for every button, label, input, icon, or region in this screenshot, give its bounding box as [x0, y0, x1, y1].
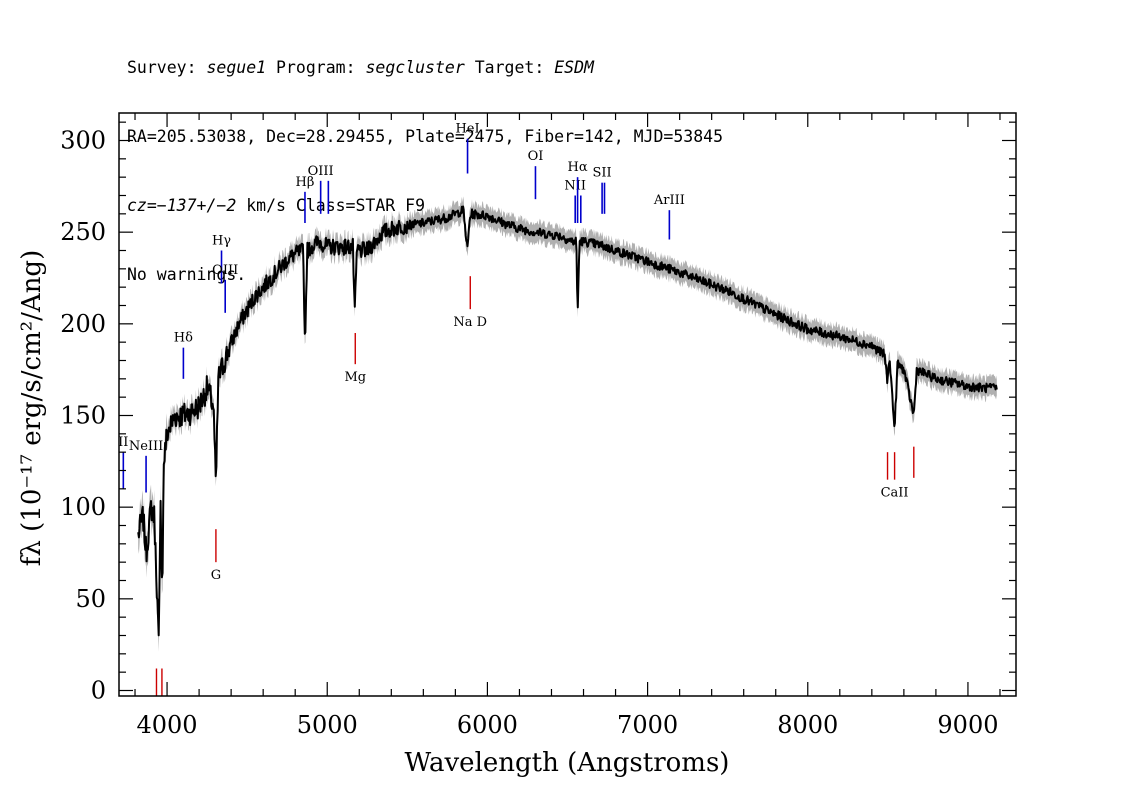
emission-line-label: HeI	[455, 122, 479, 137]
spectrum-layer	[137, 196, 998, 652]
emission-line-label: NII	[564, 179, 586, 194]
emission-line-label: NeIII	[129, 439, 163, 454]
absorption-line-label: CaII	[881, 486, 909, 501]
survey-label: Survey:	[127, 58, 197, 77]
header-line-1: Survey: segue1 Program: segcluster Targe…	[127, 56, 723, 79]
x-tick-label: 6000	[457, 711, 518, 739]
axis-ticks: 4000 5000 6000 7000 8000 9000 0 50 100 150 200 250 3…	[60, 113, 1016, 739]
y-tick-label: 50	[75, 585, 106, 613]
emission-line-label: Hα	[568, 160, 588, 175]
header-coords: RA=205.53038, Dec=28.29455, Plate=2475, …	[127, 127, 724, 146]
emission-line-label: II	[118, 435, 128, 450]
x-axis-title: Wavelength (Angstroms)	[405, 748, 730, 778]
emission-line-label: OIII	[308, 164, 334, 179]
y-tick-label: 200	[60, 310, 106, 338]
emission-line-label: Hγ	[212, 234, 231, 249]
redshift-value: cz=−137+/−2	[127, 196, 237, 215]
x-tick-label: 7000	[617, 711, 678, 739]
y-tick-label: 300	[60, 127, 106, 155]
y-tick-label: 0	[91, 677, 106, 705]
emission-line-label: OI	[528, 149, 544, 164]
y-tick-label: 150	[60, 402, 106, 430]
absorption-line-label: Mg	[344, 370, 366, 385]
x-tick-label: 8000	[777, 711, 838, 739]
emission-line-label: Hβ	[296, 175, 315, 190]
target-value: ESDM	[554, 58, 594, 77]
y-tick-label: 100	[60, 493, 106, 521]
plot-frame	[118, 112, 1017, 697]
x-tick-label: 4000	[137, 711, 198, 739]
header-warnings: No warnings.	[127, 265, 247, 284]
y-tick-label: 250	[60, 218, 106, 246]
program-label: Program:	[276, 58, 356, 77]
program-value: segcluster	[365, 58, 465, 77]
survey-value: segue1	[206, 58, 267, 77]
emission-line-label: SII	[593, 166, 612, 181]
absorption-line-label: Na D	[453, 315, 487, 330]
emission-line-label: ArIII	[653, 193, 685, 208]
y-axis-title: fλ (10⁻¹⁷ erg/s/cm²/Ang)	[17, 250, 47, 566]
emission-line-label: Hδ	[174, 331, 193, 346]
target-label: Target:	[474, 58, 545, 77]
x-tick-label: 9000	[937, 711, 998, 739]
absorption-line-label: G	[211, 568, 221, 583]
spectrum-line	[137, 205, 998, 637]
error-band	[138, 196, 997, 652]
x-tick-label: 5000	[297, 711, 358, 739]
emission-line-label: OIII	[212, 263, 238, 278]
